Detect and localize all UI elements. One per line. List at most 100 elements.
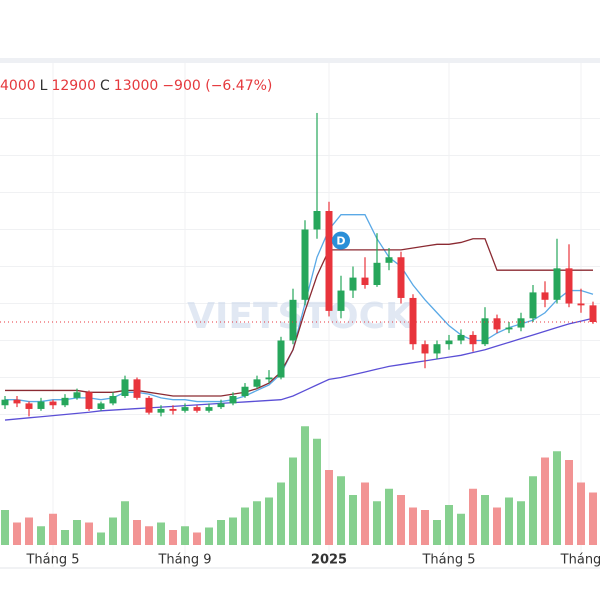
- candle-body: [373, 262, 381, 285]
- header-part: C: [100, 78, 110, 94]
- candle-body: [445, 340, 453, 345]
- candle-body: [577, 303, 585, 306]
- ohlc-header: 4000 L 12900 C 13000 −900 (−6.47%): [0, 78, 276, 94]
- volume-bar: [37, 526, 45, 545]
- volume-bar: [349, 495, 357, 545]
- volume-bar: [577, 482, 585, 545]
- candle-body: [157, 408, 165, 413]
- volume-bar: [373, 501, 381, 545]
- volume-bar: [397, 495, 405, 545]
- candle-body: [229, 396, 237, 404]
- volume-bar: [493, 507, 501, 545]
- candle-body: [133, 379, 141, 398]
- candle-body: [337, 290, 345, 311]
- volume-bar: [289, 457, 297, 545]
- top-border: [0, 58, 600, 63]
- candle-body: [205, 407, 213, 411]
- candle-body: [181, 407, 189, 411]
- volume-bar: [253, 501, 261, 545]
- candle-body: [553, 268, 561, 300]
- volume-bar: [145, 526, 153, 545]
- header-part: 13000: [113, 78, 159, 94]
- candle-body: [13, 399, 21, 404]
- volume-bar: [133, 520, 141, 545]
- volume-bar: [517, 501, 525, 545]
- header-part: −900 (−6.47%): [162, 78, 273, 94]
- candle-body: [25, 403, 33, 409]
- volume-bar: [97, 532, 105, 545]
- volume-bar: [301, 426, 309, 545]
- volume-bar: [277, 482, 285, 545]
- candle-body: [433, 344, 441, 354]
- volume-bar: [565, 460, 573, 545]
- candle-body: [421, 344, 429, 354]
- volume-bar: [157, 522, 165, 545]
- candle-body: [325, 211, 333, 311]
- annotation-marker: [332, 231, 350, 250]
- candle-body: [313, 211, 321, 230]
- volume-bar: [217, 520, 225, 545]
- volume-bar: [229, 517, 237, 545]
- volume-bar: [421, 510, 429, 545]
- volume-bar: [1, 510, 9, 545]
- header-part: 4000: [0, 78, 36, 94]
- candle-body: [361, 277, 369, 285]
- header-part: L: [39, 78, 48, 94]
- volume-bar: [529, 476, 537, 545]
- candle-body: [529, 292, 537, 319]
- volume-bar: [73, 520, 81, 545]
- candle-body: [97, 403, 105, 409]
- volume-bar: [61, 530, 69, 545]
- candle-body: [109, 396, 117, 404]
- indicator-line: [4, 317, 594, 421]
- x-tick-label: Tháng 5: [421, 553, 475, 568]
- candle-body: [121, 379, 129, 396]
- volume-bar: [181, 526, 189, 545]
- candle-body: [505, 327, 513, 330]
- x-tick-label: Tháng 9: [157, 553, 211, 568]
- volume-bar: [313, 438, 321, 545]
- candle-body: [493, 318, 501, 330]
- candle-body: [589, 305, 597, 322]
- volume-bar: [469, 488, 477, 545]
- candle-body: [49, 401, 57, 406]
- x-tick-label: 2025: [311, 553, 347, 568]
- candle-body: [145, 397, 153, 413]
- volume-bar: [85, 522, 93, 545]
- volume-bar: [433, 520, 441, 545]
- volume-bar: [325, 470, 333, 545]
- volume-bar: [49, 513, 57, 545]
- candle-body: [481, 318, 489, 345]
- volume-bar: [481, 495, 489, 545]
- volume-bar: [205, 527, 213, 545]
- candle-body: [469, 334, 477, 345]
- candle-body: [241, 386, 249, 396]
- indicator-line: [5, 238, 593, 397]
- volume-bar: [457, 513, 465, 545]
- volume-bar: [337, 476, 345, 545]
- candle-body: [217, 403, 225, 408]
- x-tick-label: Tháng 5: [25, 553, 79, 568]
- candle-body: [265, 377, 273, 380]
- candle-body: [85, 392, 93, 409]
- header-part: 12900: [51, 78, 96, 94]
- candle-body: [61, 397, 69, 406]
- candle-body: [517, 318, 525, 328]
- volume-bar: [589, 492, 597, 545]
- volume-bar: [505, 497, 513, 545]
- candle-body: [457, 334, 465, 341]
- volume-bar: [13, 522, 21, 545]
- volume-bar: [121, 501, 129, 545]
- annotation-text: D: [336, 235, 345, 248]
- candle-body: [289, 299, 297, 341]
- candle-body: [565, 268, 573, 304]
- candle-body: [349, 277, 357, 291]
- candle-body: [409, 297, 417, 345]
- candle-body: [253, 379, 261, 387]
- candle-body: [541, 292, 549, 300]
- watermark: VIETSTOCK: [187, 296, 414, 337]
- candle-body: [37, 401, 45, 409]
- candle-body: [169, 408, 177, 411]
